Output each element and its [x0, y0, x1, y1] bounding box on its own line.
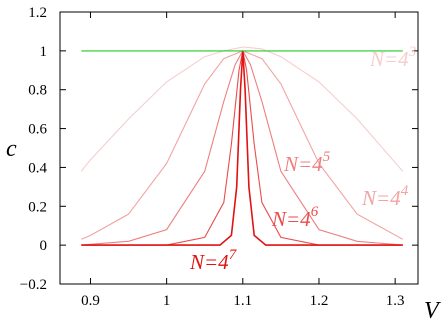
y-tick-label: 0.8 — [28, 83, 47, 99]
series-label-n4-6: N=46 — [271, 204, 319, 231]
y-tick-label: 0 — [40, 238, 48, 254]
x-tick-label: 0.9 — [81, 293, 100, 309]
series-line-n4-6 — [81, 50, 403, 246]
x-axis-label: V — [424, 298, 441, 321]
series-layer — [80, 46, 404, 246]
series-line-n4-4 — [81, 50, 404, 240]
x-tick-label: 1 — [163, 293, 171, 309]
x-tick-label: 1.2 — [310, 293, 329, 309]
x-tick-label: 1.1 — [233, 293, 252, 309]
series-label-n4-3: N=43 — [369, 44, 416, 71]
y-axis-label: c — [6, 136, 17, 162]
series-label-layer: N=43 N=44 N=45 N=46 N=47 — [189, 44, 416, 274]
x-tick-label: 1.3 — [386, 293, 405, 309]
tick-layer: 0.9 1 1.1 1.2 1.3 −0.2 0 0.2 0.4 0.6 0.8 1 1.2 — [20, 5, 418, 309]
y-tick-label: 0.6 — [28, 122, 47, 138]
y-tick-label: 0.4 — [28, 160, 47, 176]
series-line-n4-5 — [81, 49, 403, 246]
series-line-n4-3 — [80, 46, 404, 172]
series-label-n4-7: N=47 — [189, 247, 238, 274]
y-tick-label: 1.2 — [28, 5, 47, 21]
plot-frame — [59, 11, 419, 285]
series-line-n4-7 — [81, 50, 403, 246]
y-tick-label: 1 — [40, 44, 48, 60]
series-label-n4-4: N=44 — [361, 183, 409, 210]
y-tick-label: −0.2 — [20, 277, 47, 293]
y-tick-label: 0.2 — [28, 199, 47, 215]
series-label-n4-5: N=45 — [283, 149, 331, 176]
